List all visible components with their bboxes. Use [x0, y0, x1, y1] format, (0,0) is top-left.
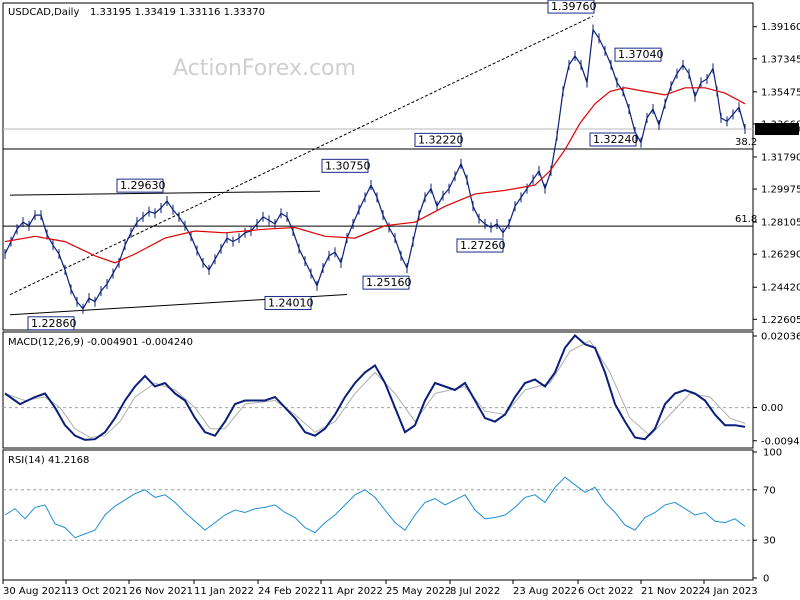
- macd-panel: [2, 331, 754, 449]
- price-label-box: [27, 316, 75, 331]
- x-axis-label: 24 Feb 2022: [258, 586, 320, 597]
- price-label: 1.25160: [366, 276, 412, 289]
- price-panel: [2, 2, 754, 331]
- price-label: 1.32240: [593, 133, 639, 146]
- price-axis-label: 1.29975: [761, 185, 800, 196]
- x-axis-label: 21 Nov 2022: [641, 586, 705, 597]
- price-axis-label: 1.24420: [761, 283, 800, 294]
- price-label-box: [362, 275, 410, 290]
- trend-line: [9, 15, 594, 296]
- price-label: 1.29630: [120, 179, 166, 192]
- macd-header: MACD(12,26,9) -0.004901 -0.004240: [8, 337, 193, 348]
- price-label-box: [614, 47, 662, 62]
- macd-layer: [3, 334, 753, 441]
- price-label-box: [264, 295, 312, 310]
- x-axis-label: 4 Jan 2023: [704, 586, 758, 597]
- x-axis-label: 11 Jan 2022: [194, 586, 254, 597]
- x-axis-label: 26 Nov 2021: [129, 586, 193, 597]
- price-axis-label: 1.26290: [761, 250, 800, 261]
- x-axis-label: 23 Aug 2022: [513, 586, 577, 597]
- price-label: 1.24010: [268, 296, 314, 309]
- trend-line: [9, 190, 321, 196]
- price-header-ohlc: 1.33195 1.33419 1.33116 1.33370: [90, 7, 265, 18]
- rsi-panel: [2, 449, 754, 581]
- fib-level-label: 61.8: [735, 214, 757, 225]
- macd-axis-label: 0.02036: [761, 332, 800, 343]
- macd-axis-label: -0.009438: [761, 436, 800, 447]
- price-label-box: [116, 178, 164, 193]
- price-label: 1.30750: [325, 159, 371, 172]
- price-axis-label: 1.22605: [761, 315, 800, 326]
- current-price-label: 1.33370: [759, 125, 800, 136]
- price-label: 1.39760: [551, 0, 597, 13]
- moving-average-line: [4, 87, 746, 264]
- rsi-axis-label: 70: [763, 485, 776, 496]
- rsi-line: [4, 476, 746, 539]
- price-axis-label: 1.37345: [761, 54, 800, 65]
- price-label: 1.27260: [460, 239, 506, 252]
- price-axis-label: 1.31790: [761, 152, 800, 163]
- macd-signal-line: [4, 340, 746, 439]
- x-axis-label: 6 Oct 2022: [578, 586, 633, 597]
- price-label-box: [589, 132, 637, 147]
- macd-line: [4, 334, 746, 441]
- rsi-header: RSI(14) 41.2168: [8, 455, 89, 466]
- rsi-axis-label: 100: [763, 448, 782, 459]
- price-header-symbol: USDCAD,Daily: [8, 7, 79, 18]
- x-axis-label: 11 Apr 2022: [321, 586, 383, 597]
- price-label: 1.37040: [618, 48, 664, 61]
- rsi-axis-label: 30: [763, 536, 776, 547]
- watermark: ActionForex.com: [173, 56, 356, 81]
- rsi-axis-label: 0: [763, 574, 769, 585]
- current-price-box: [755, 123, 799, 136]
- price-layer: 38.2 61.8 1.39760 1.37040 1.32220 1.32240 1.30…: [3, 0, 757, 331]
- x-axis-label: 30 Aug 2021: [3, 586, 67, 597]
- price-label: 1.22860: [31, 317, 77, 330]
- price-axis-label: 1.28105: [761, 218, 800, 229]
- axis-layer: 1.391601.373451.354751.336601.317901.299…: [2, 22, 800, 597]
- fib-level-label: 38.2: [735, 137, 757, 148]
- macd-axis-label: 0.00: [761, 403, 783, 414]
- x-axis-label: 25 May 2022: [386, 586, 451, 597]
- price-label-box: [414, 132, 462, 147]
- price-label-box: [456, 238, 504, 253]
- rsi-layer: [3, 476, 753, 541]
- price-axis-label: 1.35475: [761, 87, 800, 98]
- price-axis-label: 1.39160: [761, 22, 800, 33]
- x-axis-label: 13 Oct 2021: [66, 586, 128, 597]
- x-axis-label: 8 Jul 2022: [450, 586, 500, 597]
- price-label-box: [547, 0, 595, 14]
- price-label-box: [321, 158, 369, 173]
- price-label: 1.32220: [418, 133, 464, 146]
